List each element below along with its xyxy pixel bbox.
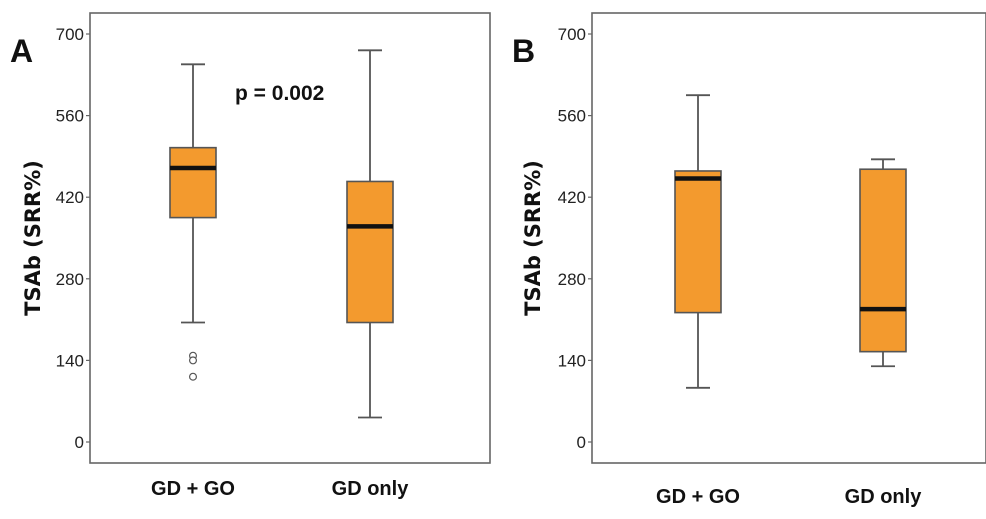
panel-a-y-tick-label: 560: [56, 107, 84, 126]
panel-a-gd-go-outlier-point: [189, 356, 198, 365]
panel-a-x-tick-label: GD only: [332, 478, 410, 500]
panel-b-gd-only-box: [859, 168, 907, 353]
panel-b-x-tick-label: GD only: [845, 486, 923, 508]
panel-b-y-tick-label: 0: [577, 433, 586, 452]
panel-a-gd-go-box: [169, 146, 217, 219]
panel-a-y-tick-label: 140: [56, 351, 84, 370]
panel-b-y-tick-label: 560: [558, 107, 586, 126]
panel-a-gd-only-box: [346, 180, 394, 324]
panel-a-plot-frame: [89, 12, 491, 464]
panel-b-panel-letter: B: [512, 33, 535, 69]
panel-a-p-value-annotation: p = 0.002: [235, 82, 324, 105]
panel-b-y-tick-label: 140: [558, 351, 586, 370]
panel-b-plot-frame: [591, 12, 986, 464]
panel-b-x-tick-label: GD + GO: [656, 486, 740, 508]
panel-a-y-tick-label: 280: [56, 270, 84, 289]
panel-b-y-tick-label: 420: [558, 188, 586, 207]
panel-a-y-tick-label: 420: [56, 188, 84, 207]
panel-b-y-tick-label: 700: [558, 25, 586, 44]
panel-b-gd-go-box: [674, 170, 722, 314]
panel-a-panel-letter: A: [10, 33, 33, 69]
panel-a-y-tick-label: 700: [56, 25, 84, 44]
panel-b-y-axis-label: TSAb (SRR%): [521, 160, 545, 316]
panel-a-x-tick-label: GD + GO: [151, 478, 235, 500]
panel-b-y-tick-label: 280: [558, 270, 586, 289]
panel-a-y-axis-label: TSAb (SRR%): [21, 160, 45, 316]
panel-a-y-tick-label: 0: [75, 433, 84, 452]
panel-a-gd-go-outlier-point: [189, 372, 198, 381]
